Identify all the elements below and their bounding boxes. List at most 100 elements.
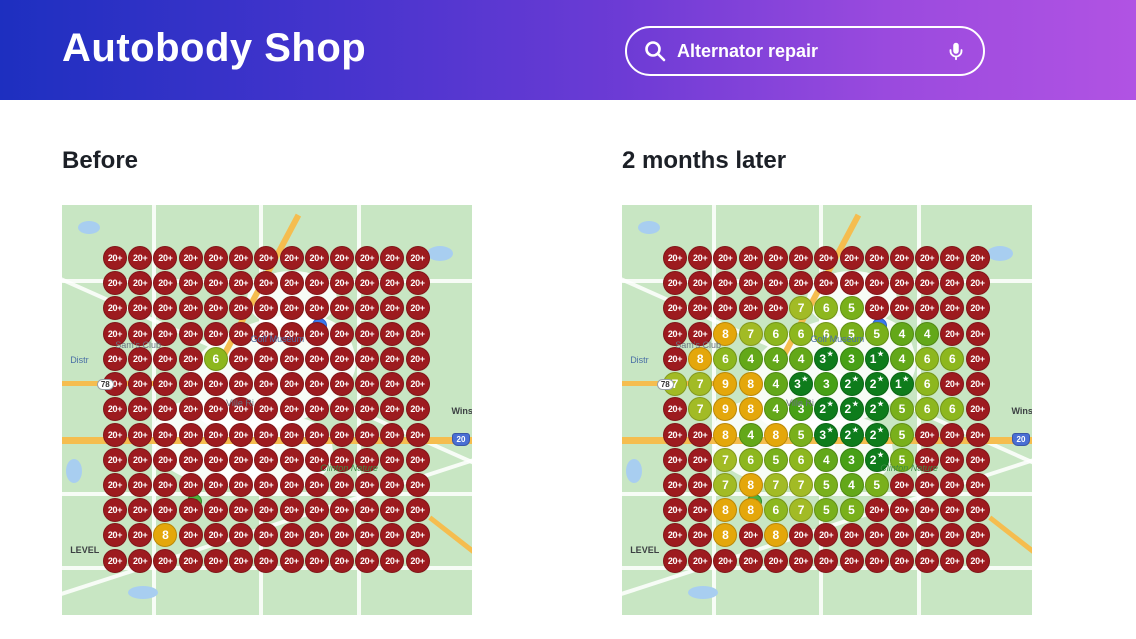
rank-marker[interactable]: 6 [915, 372, 940, 397]
rank-marker[interactable]: 3 ★ [814, 346, 839, 371]
rank-marker[interactable]: 8 [738, 397, 763, 422]
rank-marker[interactable]: 20+ [304, 472, 329, 497]
rank-marker[interactable]: 20+ [279, 246, 304, 270]
rank-marker[interactable]: 20+ [279, 548, 304, 573]
rank-marker[interactable]: 20+ [103, 397, 127, 422]
rank-marker[interactable]: 20+ [203, 321, 228, 346]
rank-marker[interactable]: 20+ [663, 422, 687, 447]
rank-marker[interactable]: 20+ [380, 296, 405, 321]
rank-marker[interactable]: 7 [663, 372, 687, 397]
rank-marker[interactable]: 20+ [405, 472, 430, 497]
rank-marker[interactable]: 20+ [254, 321, 279, 346]
rank-marker[interactable]: 20+ [688, 246, 713, 270]
rank-marker[interactable]: 6 [713, 346, 738, 371]
rank-marker[interactable]: 20+ [203, 246, 228, 270]
rank-marker[interactable]: 20+ [688, 523, 713, 548]
rank-marker[interactable]: 20+ [178, 246, 203, 270]
rank-marker[interactable]: 9 [713, 397, 738, 422]
rank-marker[interactable]: 20+ [128, 246, 153, 270]
rank-marker[interactable]: 8 [738, 498, 763, 523]
rank-marker[interactable]: 20+ [915, 472, 940, 497]
rank-marker[interactable]: 20+ [789, 246, 814, 270]
rank-marker[interactable]: 3 [839, 447, 864, 472]
rank-marker[interactable]: 20+ [103, 422, 127, 447]
rank-marker[interactable]: 20+ [329, 372, 354, 397]
rank-marker[interactable]: 5 [789, 422, 814, 447]
rank-marker[interactable]: 20+ [128, 372, 153, 397]
rank-marker[interactable]: 20+ [128, 472, 153, 497]
rank-marker[interactable]: 20+ [304, 523, 329, 548]
rank-marker[interactable]: 20+ [229, 321, 254, 346]
rank-marker[interactable]: 20+ [864, 498, 889, 523]
rank-marker[interactable]: 20+ [355, 372, 380, 397]
rank-marker[interactable]: 20+ [380, 397, 405, 422]
rank-marker[interactable]: 20+ [663, 523, 687, 548]
rank-marker[interactable]: 20+ [203, 397, 228, 422]
rank-marker[interactable]: 20+ [203, 472, 228, 497]
rank-marker[interactable]: 6 [203, 346, 228, 371]
rank-marker[interactable]: 20+ [965, 321, 990, 346]
rank-marker[interactable]: 20+ [814, 548, 839, 573]
rank-marker[interactable]: 20+ [889, 246, 914, 270]
rank-marker[interactable]: 2 ★ [839, 372, 864, 397]
rank-marker[interactable]: 20+ [713, 548, 738, 573]
rank-marker[interactable]: 20+ [254, 422, 279, 447]
rank-marker[interactable]: 20+ [663, 346, 687, 371]
rank-marker[interactable]: 20+ [738, 548, 763, 573]
rank-marker[interactable]: 20+ [229, 271, 254, 296]
rank-marker[interactable]: 7 [713, 472, 738, 497]
rank-marker[interactable]: 20+ [663, 296, 687, 321]
rank-marker[interactable]: 20+ [103, 372, 127, 397]
rank-marker[interactable]: 6 [763, 498, 788, 523]
rank-marker[interactable]: 20+ [889, 296, 914, 321]
rank-marker[interactable]: 20+ [405, 447, 430, 472]
rank-marker[interactable]: 20+ [153, 498, 178, 523]
rank-marker[interactable]: 4 [789, 346, 814, 371]
rank-marker[interactable]: 20+ [178, 472, 203, 497]
rank-marker[interactable]: 20+ [279, 397, 304, 422]
rank-marker[interactable]: 8 [713, 321, 738, 346]
rank-marker[interactable]: 8 [738, 372, 763, 397]
rank-marker[interactable]: 20+ [380, 422, 405, 447]
rank-marker[interactable]: 9 [713, 372, 738, 397]
rank-marker[interactable]: 20+ [864, 548, 889, 573]
rank-marker[interactable]: 20+ [663, 472, 687, 497]
rank-marker[interactable]: 4 [738, 346, 763, 371]
rank-marker[interactable]: 20+ [203, 422, 228, 447]
rank-marker[interactable]: 20+ [203, 271, 228, 296]
rank-marker[interactable]: 4 [915, 321, 940, 346]
rank-marker[interactable]: 5 [839, 498, 864, 523]
rank-marker[interactable]: 5 [889, 447, 914, 472]
rank-marker[interactable]: 20+ [279, 372, 304, 397]
rank-marker[interactable]: 20+ [153, 321, 178, 346]
rank-marker[interactable]: 20+ [915, 271, 940, 296]
rank-marker[interactable]: 20+ [738, 523, 763, 548]
rank-marker[interactable]: 20+ [688, 498, 713, 523]
rank-marker[interactable]: 20+ [254, 296, 279, 321]
rank-marker[interactable]: 20+ [254, 397, 279, 422]
rank-marker[interactable]: 20+ [940, 296, 965, 321]
rank-marker[interactable]: 20+ [203, 296, 228, 321]
rank-marker[interactable]: 7 [738, 321, 763, 346]
rank-marker[interactable]: 20+ [839, 548, 864, 573]
rank-marker[interactable]: 20+ [789, 271, 814, 296]
rank-marker[interactable]: 20+ [688, 447, 713, 472]
rank-marker[interactable]: 20+ [380, 472, 405, 497]
rank-marker[interactable]: 20+ [103, 321, 127, 346]
rank-marker[interactable]: 20+ [279, 296, 304, 321]
rank-marker[interactable]: 20+ [663, 321, 687, 346]
rank-marker[interactable]: 20+ [940, 498, 965, 523]
rank-marker[interactable]: 20+ [103, 346, 127, 371]
rank-marker[interactable]: 1 ★ [889, 372, 914, 397]
rank-marker[interactable]: 20+ [128, 498, 153, 523]
rank-marker[interactable]: 20+ [380, 321, 405, 346]
rank-marker[interactable]: 20+ [128, 321, 153, 346]
rank-marker[interactable]: 20+ [229, 523, 254, 548]
rank-marker[interactable]: 4 [889, 321, 914, 346]
rank-marker[interactable]: 20+ [355, 422, 380, 447]
rank-marker[interactable]: 20+ [688, 271, 713, 296]
rank-marker[interactable]: 6 [940, 346, 965, 371]
rank-marker[interactable]: 20+ [254, 523, 279, 548]
rank-marker[interactable]: 20+ [380, 246, 405, 270]
rank-marker[interactable]: 20+ [889, 523, 914, 548]
